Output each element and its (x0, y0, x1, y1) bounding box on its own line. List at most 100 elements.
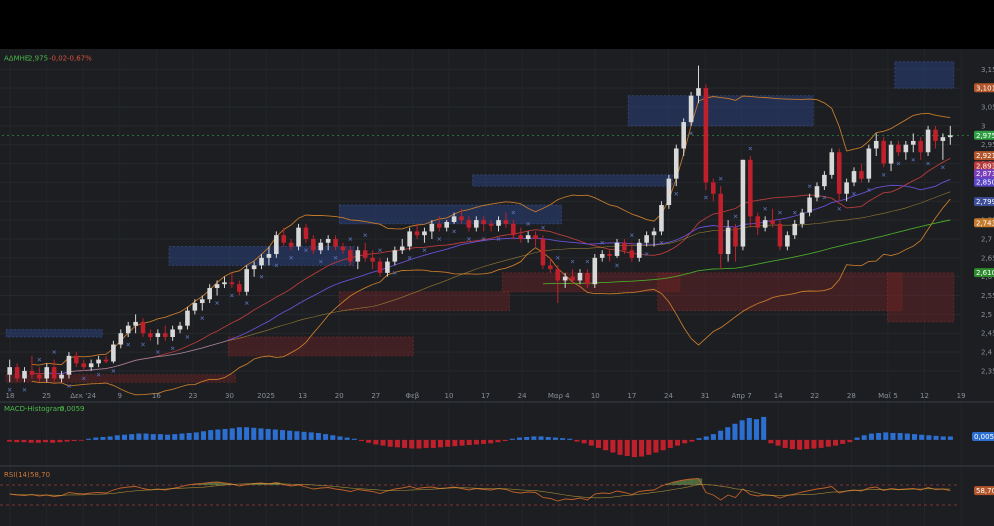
candle-up (644, 235, 649, 243)
x-tick-label: Φεβ (406, 392, 420, 400)
price-tag-text: 3,101 (976, 84, 994, 92)
sar-marker (763, 206, 767, 211)
candle-up (429, 223, 435, 232)
x-tick-label: 22 (810, 392, 819, 400)
candle-up (222, 282, 227, 285)
sar-marker (437, 237, 442, 241)
candle-up (185, 310, 190, 326)
macd-bar (244, 427, 250, 440)
candle-up (525, 235, 531, 239)
macd-bar (222, 428, 228, 440)
candle-up (199, 299, 205, 304)
candle-down (733, 227, 738, 247)
macd-bar (797, 439, 803, 450)
candle-up (118, 333, 124, 345)
macd-bar (121, 434, 128, 440)
demand-zone (5, 329, 103, 338)
candle-up (22, 370, 27, 379)
macd-bar (897, 432, 903, 440)
sar-marker (7, 387, 12, 392)
candle-down (503, 220, 509, 224)
macd-bar (610, 439, 616, 453)
y-tick-label: 2,7 (981, 235, 992, 243)
macd-bar (28, 439, 34, 443)
sar-marker (570, 259, 575, 264)
sar-marker (866, 188, 871, 192)
macd-bar (940, 436, 946, 440)
macd-bar (42, 439, 49, 443)
candle-up (407, 231, 412, 247)
macd-bar (825, 439, 831, 447)
macd-bar (143, 433, 149, 440)
sar-marker (689, 131, 693, 136)
candle-up (177, 325, 183, 330)
x-tick-label: 13 (298, 392, 307, 400)
sar-marker (585, 259, 590, 264)
candle-down (933, 129, 938, 141)
candle-up (925, 129, 931, 153)
sar-marker (363, 233, 368, 238)
candle-down (570, 276, 575, 281)
macd-bar (876, 432, 882, 440)
candle-up (133, 321, 138, 326)
macd-bar (186, 432, 192, 440)
sar-marker (926, 161, 930, 166)
candle-down (629, 250, 635, 258)
price-tag-text: 2,8733 (976, 170, 994, 178)
macd-bar (653, 439, 659, 453)
candle-up (207, 287, 212, 300)
x-tick-label: 14 (774, 392, 783, 400)
sar-marker (407, 255, 412, 260)
sar-marker (348, 237, 353, 241)
candle-up (696, 88, 701, 96)
candle-up (807, 197, 812, 213)
x-tick-label: 24 (664, 392, 673, 400)
x-tick-label: 19 (957, 392, 966, 400)
macd-bar (93, 437, 99, 440)
candle-down (511, 223, 516, 236)
candle-up (474, 220, 479, 228)
macd-bar (323, 434, 329, 440)
candle-down (711, 182, 716, 194)
candle-up (940, 137, 946, 141)
legend-box (2, 52, 90, 64)
y-tick-label: 2,65 (981, 254, 994, 262)
sar-marker (52, 350, 56, 354)
price-tag (974, 177, 994, 187)
rsi-overbought-fill (198, 483, 206, 485)
candle-up (873, 140, 879, 149)
candle-up (851, 171, 857, 183)
y-tick-label: 2,6 (981, 273, 993, 281)
candle-down (37, 374, 42, 379)
sar-marker (541, 225, 545, 230)
macd-value: 0,0059 (60, 405, 85, 413)
sar-marker (837, 206, 842, 211)
candle-up (259, 257, 264, 266)
rsi-overbought-fill (213, 482, 221, 485)
sar-marker (807, 184, 812, 189)
candle-down (533, 235, 538, 239)
candle-down (548, 265, 553, 270)
macd-bar (229, 428, 235, 440)
macd-bar (919, 434, 925, 440)
supply-zone (886, 272, 955, 323)
macd-bar (926, 435, 932, 440)
symbol-label: ΑΔΜΗΕ (4, 55, 29, 63)
candle-down (585, 272, 590, 285)
candle-down (14, 367, 20, 379)
macd-bar (114, 435, 120, 440)
x-tick-label: 12 (920, 392, 929, 400)
macd-tag-text: 0,0059 (974, 433, 994, 441)
candle-down (918, 140, 923, 153)
price-tag (974, 268, 994, 278)
x-tick-label: 2025 (257, 392, 275, 400)
sar-marker (852, 191, 856, 196)
candle-up (451, 216, 457, 222)
macd-bar (545, 437, 551, 440)
candle-up (829, 152, 835, 175)
sar-marker (37, 357, 42, 362)
sar-marker (22, 387, 27, 392)
macd-bar (107, 436, 113, 440)
sar-marker (289, 255, 293, 260)
sar-marker (792, 210, 797, 215)
